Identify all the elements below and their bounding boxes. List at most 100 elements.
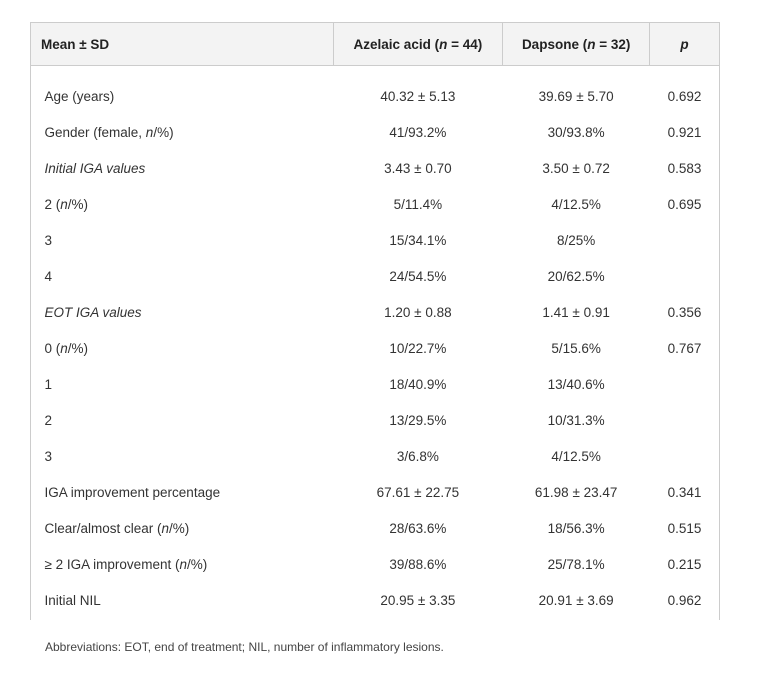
text-segment: /%) — [153, 124, 174, 140]
cell: 15/34.1% — [389, 232, 447, 248]
cell: 0.767 — [667, 340, 702, 356]
cell: 3/6.8% — [396, 448, 439, 464]
header-cell: p — [649, 22, 720, 66]
cell: 10/22.7% — [389, 340, 447, 356]
cell: 8/25% — [557, 232, 596, 248]
text-segment: 3 — [44, 232, 53, 248]
text-segment: Clear/almost clear ( — [44, 520, 162, 536]
table-row: Gender (female, n/%) 41/93.2% 30/93.8% 0.92… — [31, 114, 720, 150]
table: Mean ± SD Azelaic acid (n = 44) Dapsone (n… — [30, 22, 720, 618]
text-segment: n — [60, 196, 68, 212]
cell: 0.583 — [667, 160, 702, 176]
cell: 39.69 ± 5.70 — [538, 88, 614, 104]
cell: 20.95 ± 3.35 — [380, 592, 456, 608]
cell: 67.61 ± 22.75 — [376, 484, 460, 500]
row-label: 2 (n/%) — [31, 186, 334, 222]
text-segment: Initial NIL — [44, 592, 101, 608]
text-segment: = 44) — [447, 36, 483, 52]
table-row: 0 (n/%) 10/22.7% 5/15.6% 0.767 — [31, 330, 720, 366]
text-segment: n — [439, 36, 448, 52]
cell: 61.98 ± 23.47 — [534, 484, 618, 500]
table-row: 2 13/29.5% 10/31.3% — [31, 402, 720, 438]
table-row: IGA improvement percentage 67.61 ± 22.75 6… — [31, 474, 720, 510]
cell: 20.91 ± 3.69 — [538, 592, 614, 608]
cell: 3.50 ± 0.72 — [542, 160, 610, 176]
header-row: Mean ± SD Azelaic acid (n = 44) Dapsone (n… — [30, 22, 720, 66]
cell: 4/12.5% — [551, 196, 601, 212]
text-segment: Gender (female, — [44, 124, 146, 140]
text-segment: EOT IGA values — [44, 304, 142, 320]
row-label: Clear/almost clear (n/%) — [31, 510, 334, 546]
cell: 1.41 ± 0.91 — [542, 304, 610, 320]
text-segment: n — [587, 36, 596, 52]
row-label: 2 — [31, 402, 334, 438]
row-label: Initial IGA values — [31, 150, 334, 186]
cell: 5/11.4% — [393, 196, 443, 212]
cell: 0.215 — [667, 556, 702, 572]
cell: 39/88.6% — [389, 556, 447, 572]
text-segment: Dapsone ( — [521, 36, 588, 52]
row-label: EOT IGA values — [31, 294, 334, 330]
table-row: 1 18/40.9% 13/40.6% — [31, 366, 720, 402]
cell: 0.341 — [667, 484, 702, 500]
table-row: Clear/almost clear (n/%) 28/63.6% 18/56.3%… — [31, 510, 720, 546]
row-label: IGA improvement percentage — [31, 474, 334, 510]
cell: 0.962 — [667, 592, 702, 608]
footnote: Abbreviations: EOT, end of treatment; NI… — [45, 640, 444, 654]
row-label: 3 — [31, 222, 334, 258]
table-row: 3 3/6.8% 4/12.5% — [31, 438, 720, 474]
table-body: Age (years) 40.32 ± 5.13 39.69 ± 5.70 0.692… — [31, 66, 720, 619]
cell: 40.32 ± 5.13 — [380, 88, 456, 104]
text-segment: Age (years) — [44, 88, 115, 104]
cell — [650, 366, 720, 402]
cell: 24/54.5% — [389, 268, 447, 284]
header-cell: Azelaic acid (n = 44) — [332, 22, 504, 66]
cell: 4/12.5% — [551, 448, 601, 464]
row-label: 1 — [31, 366, 334, 402]
cell: 0.695 — [667, 196, 702, 212]
table-row: Age (years) 40.32 ± 5.13 39.69 ± 5.70 0.692 — [31, 66, 720, 115]
cell: 13/29.5% — [389, 412, 447, 428]
cell: 25/78.1% — [547, 556, 605, 572]
text-segment: 2 ( — [44, 196, 61, 212]
cell: 5/15.6% — [551, 340, 601, 356]
text-segment: 3 — [44, 448, 53, 464]
header-cell: Mean ± SD — [30, 22, 334, 66]
text-segment: ≥ 2 IGA improvement ( — [44, 556, 180, 572]
cell: 0.356 — [667, 304, 702, 320]
text-segment: 2 — [44, 412, 53, 428]
cell: 30/93.8% — [547, 124, 605, 140]
text-segment: n — [179, 556, 187, 572]
cell: 13/40.6% — [547, 376, 605, 392]
cell: 18/40.9% — [389, 376, 447, 392]
text-segment: 4 — [44, 268, 53, 284]
cell: 28/63.6% — [389, 520, 447, 536]
cell: 3.43 ± 0.70 — [384, 160, 452, 176]
row-label: ≥ 2 IGA improvement (n/%) — [31, 546, 334, 582]
table-row: 4 24/54.5% 20/62.5% — [31, 258, 720, 294]
table-row: EOT IGA values 1.20 ± 0.88 1.41 ± 0.91 0.35… — [31, 294, 720, 330]
cell: 1.20 ± 0.88 — [384, 304, 452, 320]
text-segment: /%) — [169, 520, 190, 536]
table-row: 2 (n/%) 5/11.4% 4/12.5% 0.695 — [31, 186, 720, 222]
row-label: Gender (female, n/%) — [31, 114, 334, 150]
text-segment: Initial IGA values — [44, 160, 146, 176]
text-segment: p — [680, 36, 689, 52]
text-segment: IGA improvement percentage — [44, 484, 221, 500]
cell: 0.515 — [667, 520, 702, 536]
text-segment: 0 ( — [44, 340, 61, 356]
text-segment: /%) — [67, 196, 89, 212]
table-row: Initial IGA values 3.43 ± 0.70 3.50 ± 0.72… — [31, 150, 720, 186]
text-segment: Mean ± SD — [41, 36, 110, 52]
cell: 0.692 — [667, 88, 702, 104]
text-segment: /%) — [67, 340, 89, 356]
table-row: 3 15/34.1% 8/25% — [31, 222, 720, 258]
row-label: 3 — [31, 438, 334, 474]
table-header: Mean ± SD Azelaic acid (n = 44) Dapsone (n… — [30, 22, 720, 66]
row-label: Age (years) — [31, 66, 334, 115]
header-cell: Dapsone (n = 32) — [502, 22, 651, 66]
row-label: 0 (n/%) — [31, 330, 334, 366]
text-segment: = 32) — [595, 36, 631, 52]
cell: 20/62.5% — [547, 268, 605, 284]
